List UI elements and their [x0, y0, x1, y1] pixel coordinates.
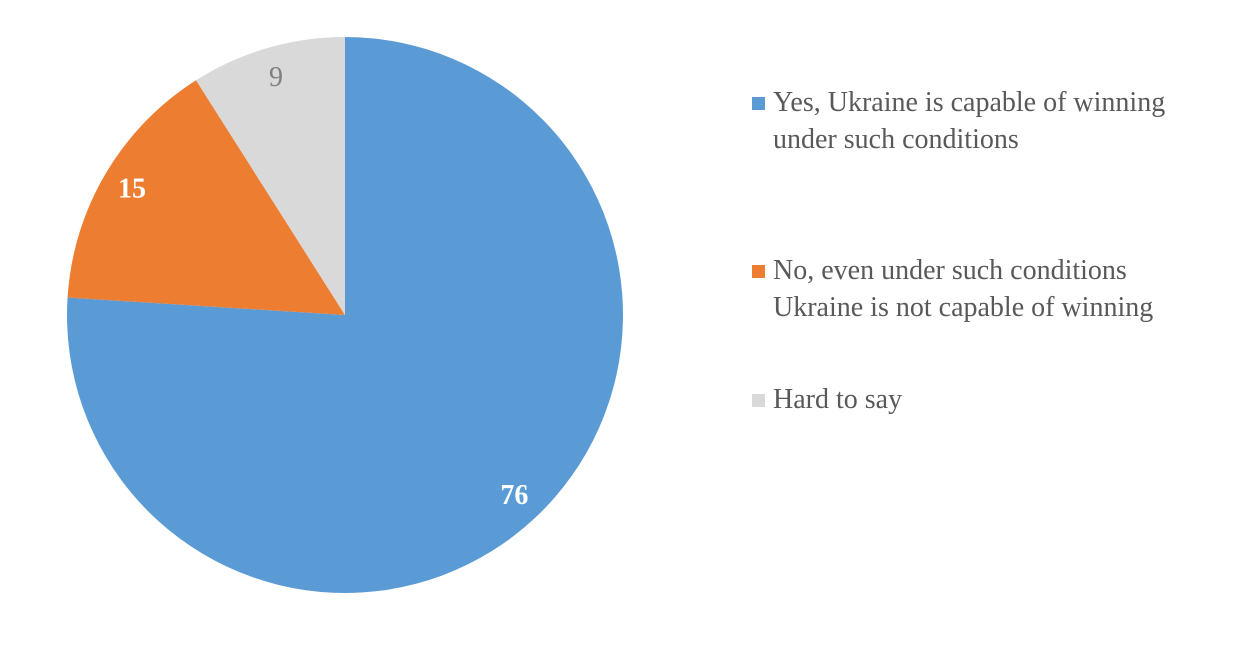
- legend-item-hard-to-say: Hard to say: [752, 381, 1222, 418]
- legend-swatch: [752, 97, 765, 110]
- legend-swatch: [752, 394, 765, 407]
- legend: Yes, Ukraine is capable of winning under…: [752, 84, 1222, 418]
- pie-slice-yes: [66, 37, 624, 594]
- legend-swatch: [752, 265, 765, 278]
- legend-item-no: No, even under such conditions Ukraine i…: [752, 252, 1222, 326]
- data-label-no: 15: [118, 174, 146, 205]
- data-label-hard-to-say: 9: [269, 62, 283, 93]
- pie-chart: 76 15 9: [66, 37, 624, 594]
- pie-slice-hard-to-say: [196, 37, 345, 315]
- legend-label: Yes, Ukraine is capable of winning under…: [773, 87, 1166, 155]
- legend-label: Hard to say: [773, 384, 903, 415]
- pie-slice-no: [67, 80, 345, 315]
- legend-label: No, even under such conditions Ukraine i…: [773, 255, 1154, 323]
- data-label-yes: 76: [500, 480, 528, 511]
- legend-item-yes: Yes, Ukraine is capable of winning under…: [752, 84, 1222, 158]
